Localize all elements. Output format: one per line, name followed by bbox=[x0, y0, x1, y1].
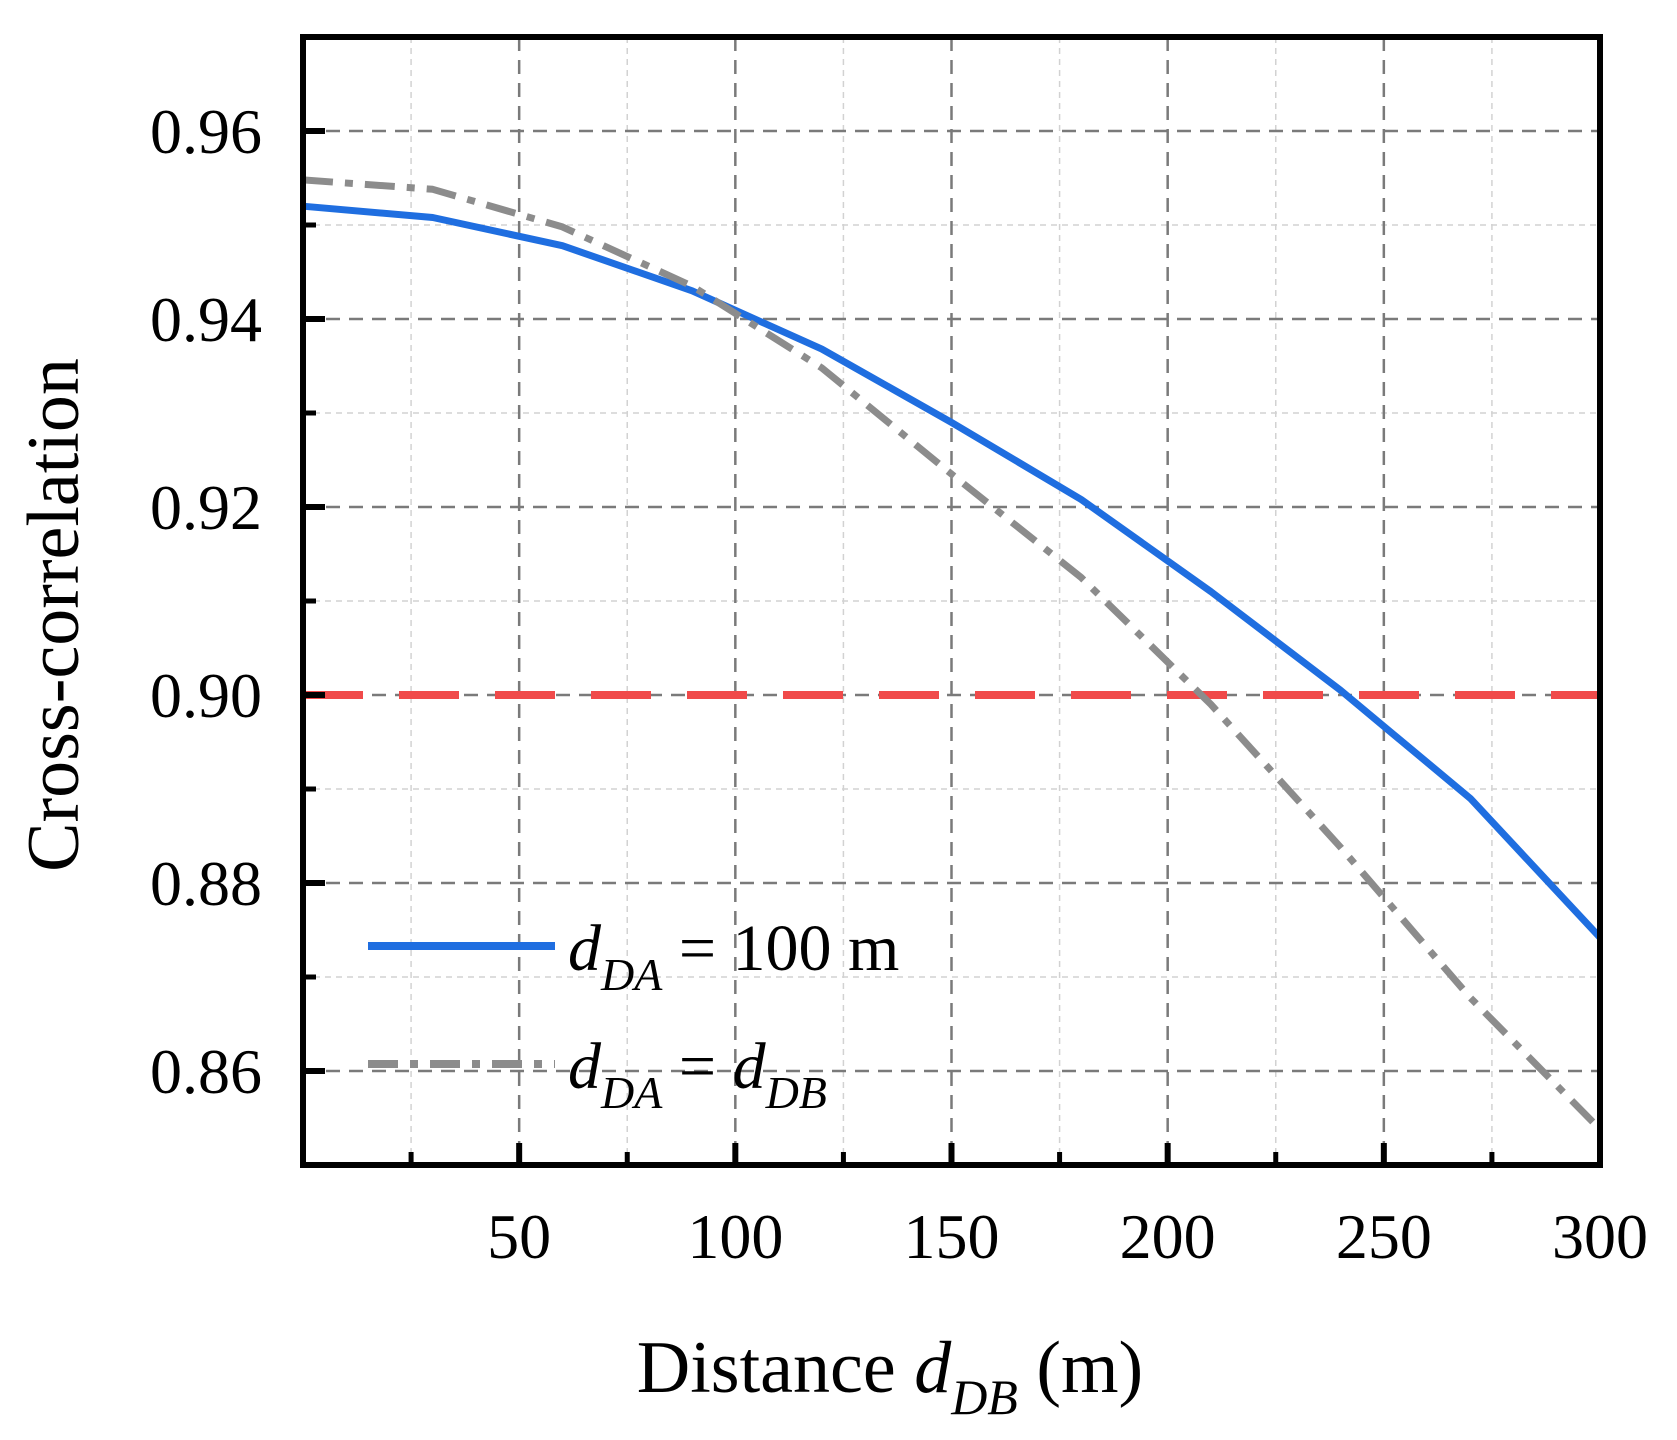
axis-ticks bbox=[303, 128, 1603, 1165]
x-tick-label: 50 bbox=[487, 1201, 551, 1272]
series-layer bbox=[302, 176, 1603, 1132]
y-tick-labels: 0.86 0.88 0.90 0.92 0.94 0.96 bbox=[150, 96, 262, 1107]
y-tick-label: 0.92 bbox=[150, 472, 262, 543]
y-tick-label: 0.94 bbox=[150, 284, 262, 355]
x-tick-labels: 50 100 150 200 250 300 bbox=[487, 1201, 1648, 1272]
x-tick-label: 100 bbox=[687, 1201, 783, 1272]
x-tick-label: 300 bbox=[1552, 1201, 1648, 1272]
x-tick-label: 250 bbox=[1336, 1201, 1432, 1272]
legend-label-series-2: dDA = dDB bbox=[568, 1030, 827, 1118]
series-line-2 bbox=[302, 176, 1603, 1132]
y-axis-title: Cross-correlation bbox=[13, 358, 95, 872]
y-tick-label: 0.96 bbox=[150, 96, 262, 167]
legend: dDA = 100 m dDA = dDB bbox=[368, 912, 899, 1118]
x-axis-title: Distance dDB (m) bbox=[637, 1327, 1143, 1425]
legend-label-series-1: dDA = 100 m bbox=[568, 912, 899, 1000]
y-tick-label: 0.86 bbox=[150, 1036, 262, 1107]
x-tick-label: 200 bbox=[1120, 1201, 1216, 1272]
x-tick-label: 150 bbox=[904, 1201, 1000, 1272]
y-tick-label: 0.88 bbox=[150, 848, 262, 919]
series-line-1 bbox=[302, 202, 1603, 940]
y-tick-label: 0.90 bbox=[150, 660, 262, 731]
